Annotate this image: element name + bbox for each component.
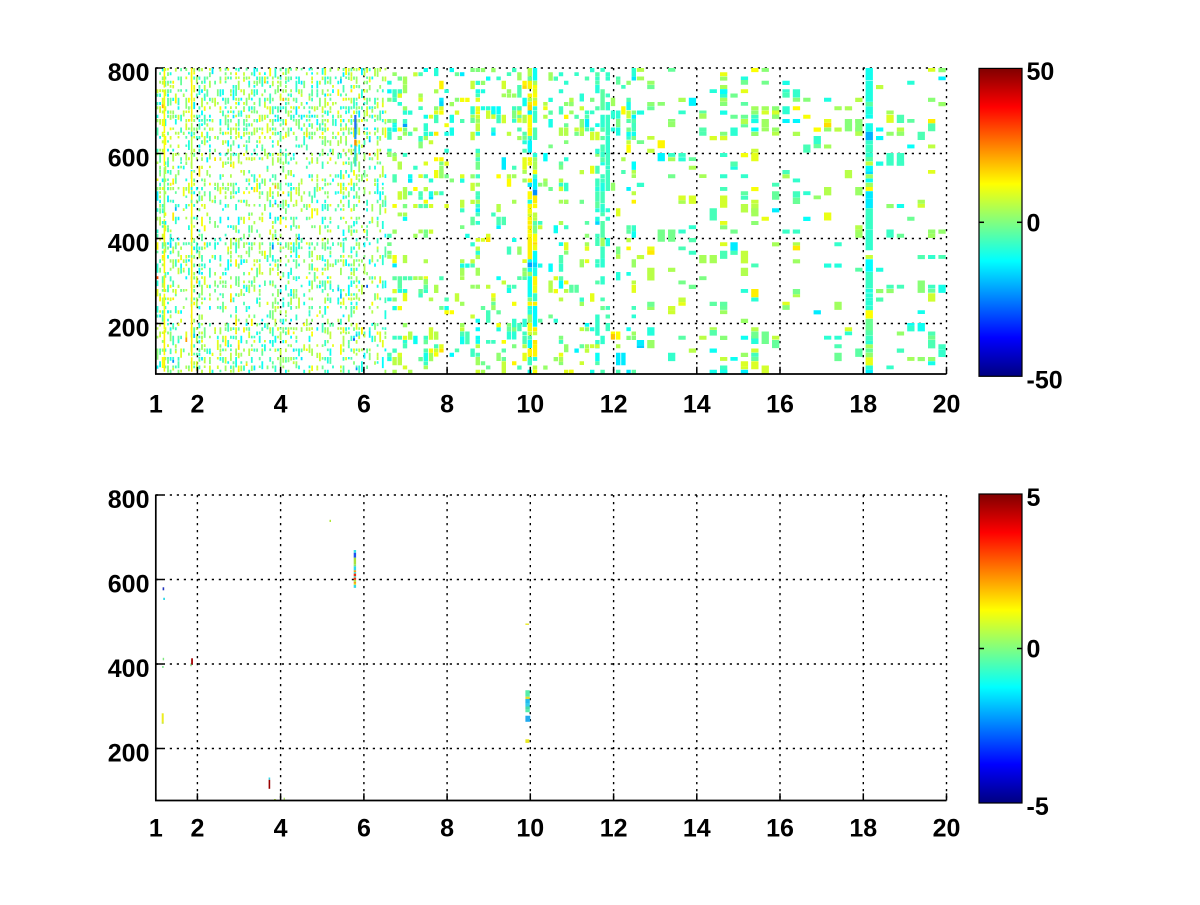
svg-text:200: 200 (108, 315, 150, 343)
svg-text:14: 14 (683, 391, 711, 419)
svg-text:10: 10 (516, 815, 544, 843)
svg-text:800: 800 (108, 486, 150, 514)
svg-text:6: 6 (357, 391, 371, 419)
svg-text:400: 400 (108, 655, 150, 683)
svg-text:1: 1 (149, 815, 163, 843)
svg-text:16: 16 (766, 815, 794, 843)
svg-text:0: 0 (1027, 209, 1041, 237)
svg-text:8: 8 (440, 391, 454, 419)
svg-text:50: 50 (1027, 58, 1055, 86)
svg-text:16: 16 (766, 391, 794, 419)
svg-text:600: 600 (108, 145, 150, 173)
svg-text:5: 5 (1027, 484, 1041, 512)
svg-text:600: 600 (108, 571, 150, 599)
svg-text:400: 400 (108, 230, 150, 258)
svg-text:8: 8 (440, 815, 454, 843)
svg-text:4: 4 (274, 391, 288, 419)
svg-text:2: 2 (190, 815, 204, 843)
svg-text:14: 14 (683, 815, 711, 843)
svg-text:18: 18 (849, 815, 877, 843)
svg-text:20: 20 (933, 391, 961, 419)
svg-text:10: 10 (516, 391, 544, 419)
svg-text:-50: -50 (1027, 366, 1063, 394)
svg-text:1: 1 (149, 391, 163, 419)
svg-text:200: 200 (108, 740, 150, 768)
svg-text:6: 6 (357, 815, 371, 843)
svg-text:2: 2 (190, 391, 204, 419)
svg-text:800: 800 (108, 59, 150, 87)
svg-text:12: 12 (600, 391, 628, 419)
svg-text:4: 4 (274, 815, 288, 843)
svg-text:18: 18 (849, 391, 877, 419)
svg-text:0: 0 (1027, 636, 1041, 664)
svg-text:12: 12 (600, 815, 628, 843)
svg-text:-5: -5 (1027, 793, 1049, 821)
svg-text:20: 20 (933, 815, 961, 843)
